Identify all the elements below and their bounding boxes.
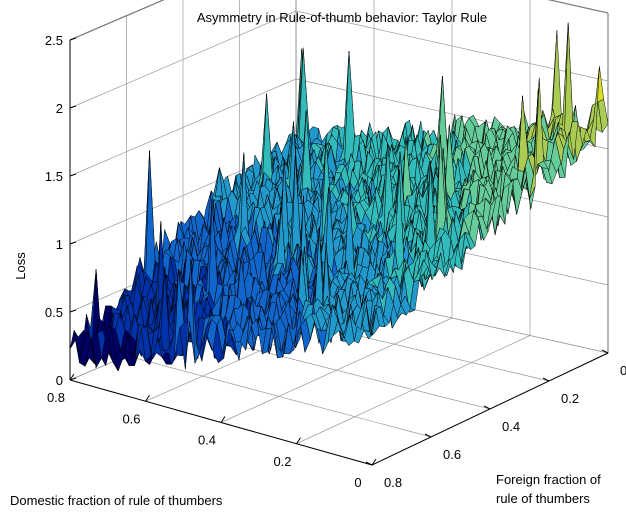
z-tick-mark: [69, 309, 77, 313]
y-tick-label: 0.2: [561, 391, 579, 406]
x-tick-label: 0.6: [122, 411, 140, 426]
z-tick-label: 2.5: [45, 33, 63, 48]
z-tick-mark: [69, 241, 77, 245]
z-tick-label: 2: [56, 101, 63, 116]
y-floor-grid-line: [126, 355, 432, 438]
x-tick-label: 0.4: [198, 433, 216, 448]
y-axis-label-line2: rule of thumbers: [496, 491, 590, 506]
x-tick-label: 0: [354, 475, 361, 490]
y-tick-label: 0.6: [443, 447, 461, 462]
y-tick-label: 0: [620, 363, 626, 378]
y-tick-label: 0.4: [502, 419, 520, 434]
x-axis-label: Domestic fraction of rule of thumbers: [10, 493, 223, 508]
surface-mesh: [69, 22, 609, 372]
z-tick-label: 1.5: [45, 169, 63, 184]
z-tick-label: 1: [56, 237, 63, 252]
z-tick-mark: [69, 105, 77, 109]
chart-title: Asymmetry in Rule-of-thumb behavior: Tay…: [197, 10, 487, 25]
z-axis-label: Loss: [13, 252, 28, 280]
y-axis-label-line1: Foreign fraction of: [496, 472, 601, 487]
z-tick-label: 0.5: [45, 305, 63, 320]
x-tick-label: 0.8: [47, 390, 65, 405]
z-grid-line: [548, 0, 609, 14]
x-tick-label: 0.2: [273, 454, 291, 469]
y-tick-label: 0.8: [384, 475, 402, 490]
z-tick-mark: [69, 173, 77, 177]
z-tick-label: 0: [56, 373, 63, 388]
z-grid-line: [69, 0, 165, 41]
